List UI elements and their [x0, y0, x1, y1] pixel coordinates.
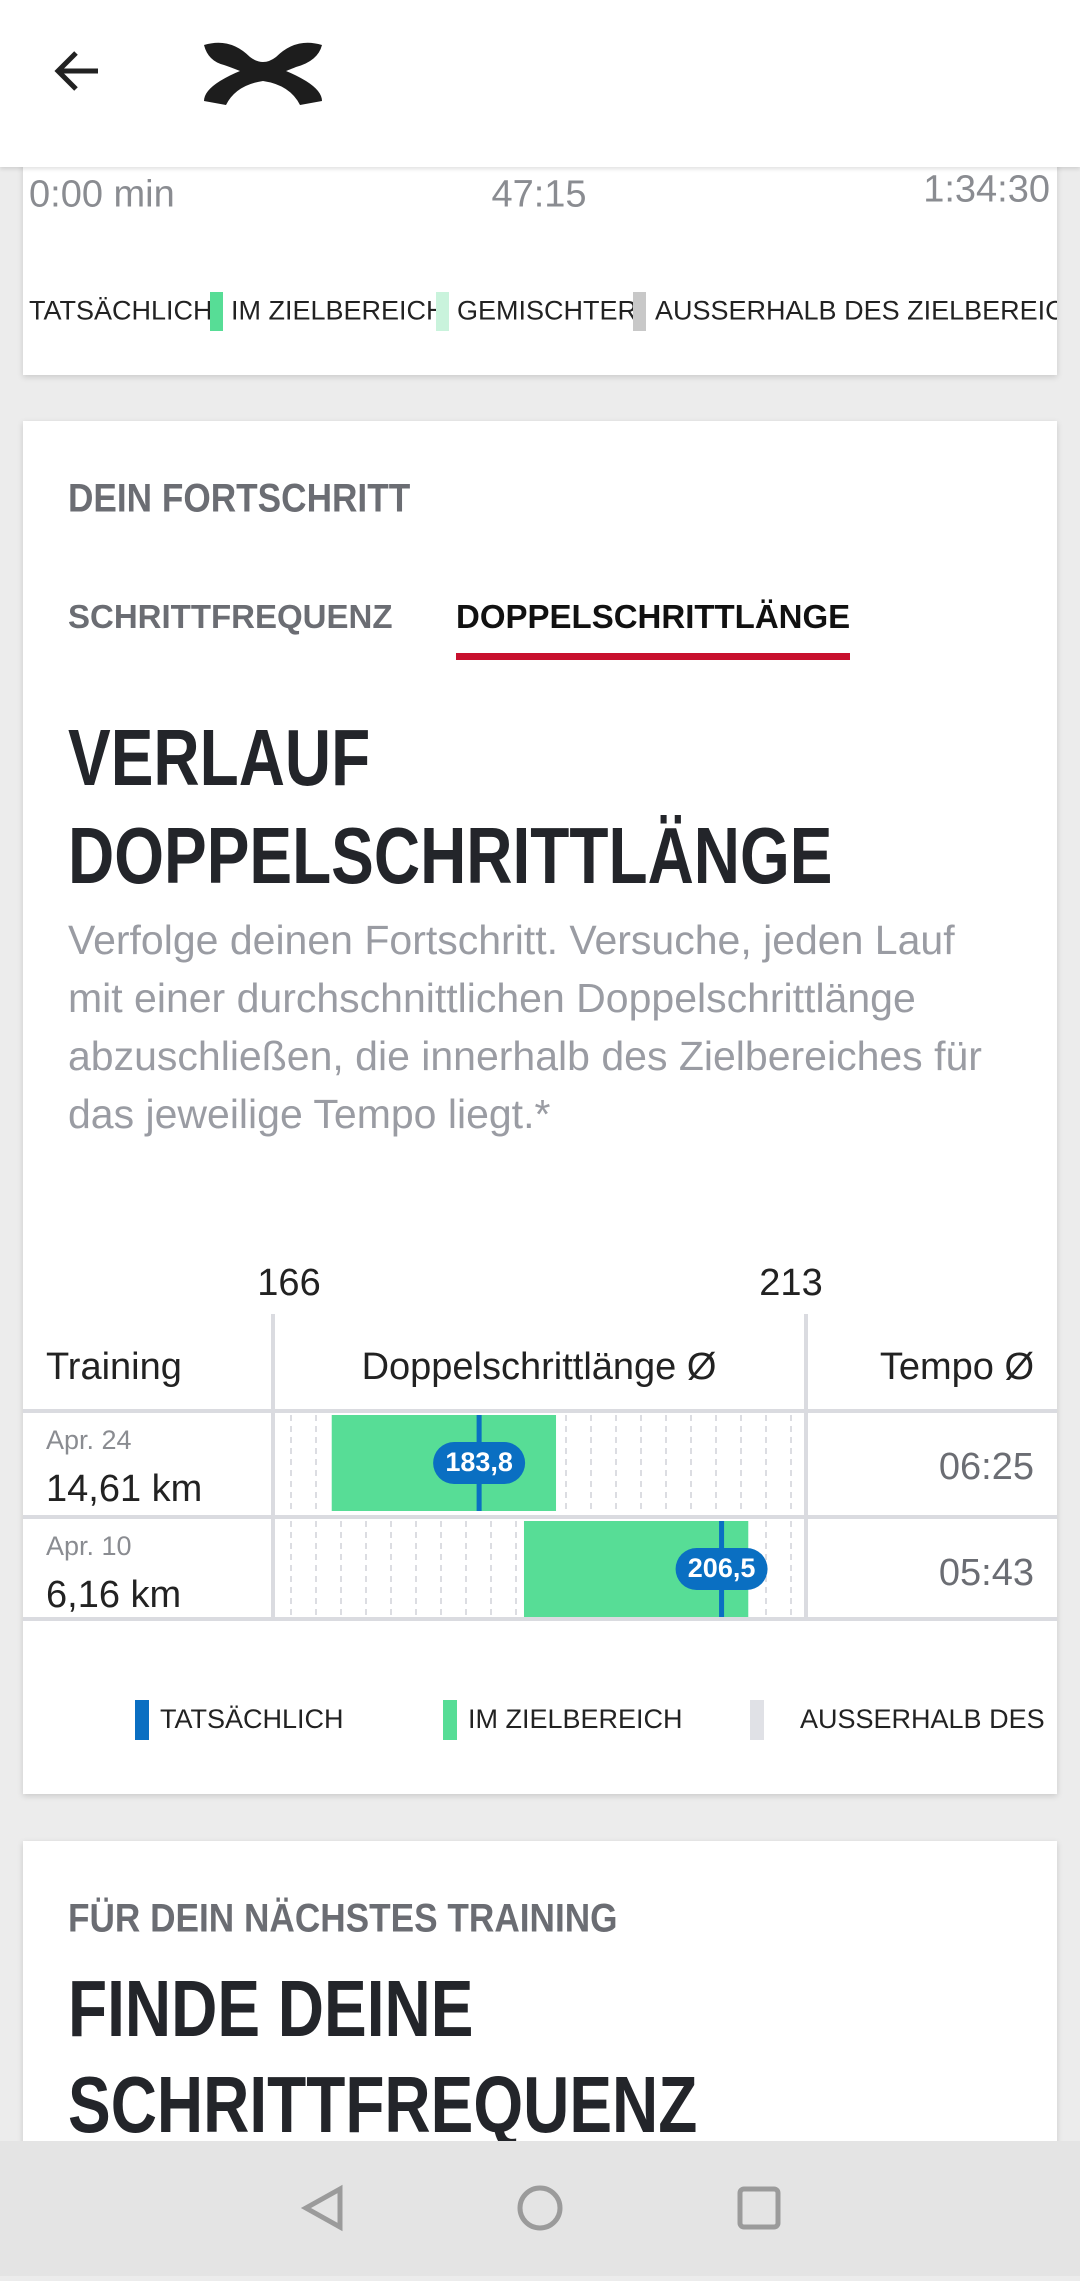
legend-label: TATSÄCHLICH [29, 295, 213, 326]
legend-label: GEMISCHTER [457, 295, 638, 326]
legend-label: IM ZIELBEREICH [231, 295, 446, 326]
tab[interactable]: DOPPELSCHRITTLÄNGE [456, 598, 851, 635]
section-title: FÜR DEIN NÄCHSTES TRAINING [68, 1896, 618, 1941]
row-pace: 06:25 [939, 1446, 1034, 1488]
row-distance: 14,61 km [46, 1468, 202, 1510]
value-label: 183,8 [445, 1447, 513, 1477]
nav-bar [0, 2141, 1080, 2276]
brand-logo [204, 42, 322, 105]
row-distance: 6,16 km [46, 1574, 181, 1616]
nav-back[interactable] [300, 2184, 343, 2232]
scale-label: 166 [257, 1262, 320, 1304]
row-date: Apr. 24 [46, 1425, 132, 1455]
heading: VERLAUF [68, 713, 371, 802]
stride-chart: 166 213 Training Doppelschrittlänge Ø Tempo … [23, 1262, 1057, 1740]
legend-label: TATSÄCHLICH [160, 1704, 344, 1734]
nav-icons [300, 2184, 781, 2232]
nav-home[interactable] [517, 2185, 563, 2231]
heading: SCHRITTFREQUENZ [68, 2060, 698, 2149]
row-date: Apr. 10 [46, 1531, 132, 1561]
value-label: 206,5 [688, 1553, 756, 1583]
legend-swatch [210, 292, 223, 331]
row-pace: 05:43 [939, 1552, 1034, 1594]
legend-swatch [750, 1700, 764, 1740]
heading: DOPPELSCHRITTLÄNGE [68, 811, 833, 900]
legend-swatch [135, 1700, 149, 1740]
description: Verfolge deinen Fortschritt. Versuche, j… [68, 917, 982, 1137]
column-header: Training [46, 1346, 182, 1388]
legend-label: AUSSERHALB DES [800, 1704, 1045, 1734]
section-title: DEIN FORTSCHRITT [68, 476, 411, 521]
heading: FINDE DEINE [68, 1964, 474, 2053]
value-bubble [675, 1548, 768, 1590]
legend-swatch [436, 292, 449, 331]
scale-label: 213 [759, 1262, 822, 1304]
time-label: 1:34:30 [923, 168, 1050, 211]
top-bar [0, 0, 1080, 167]
back-button[interactable] [48, 41, 108, 101]
column-header: Tempo Ø [880, 1346, 1034, 1388]
legend-label: AUSSERHALB DES ZIELBEREICH [655, 295, 1057, 326]
time-label: 0:00 min [29, 173, 175, 216]
tab[interactable]: SCHRITTFREQUENZ [68, 598, 393, 635]
nav-recent[interactable] [737, 2186, 781, 2230]
legend-label: IM ZIELBEREICH [468, 1704, 683, 1734]
legend-swatch [633, 292, 646, 331]
time-label: 47:15 [491, 173, 587, 216]
legend-swatch [443, 1700, 457, 1740]
tab-underline [456, 653, 850, 660]
column-header: Doppelschrittlänge Ø [362, 1346, 717, 1388]
value-bubble [433, 1442, 526, 1484]
pace-card: 0:00 min 47:15 1:34:30 TATSÄCHLICH IM ZI… [23, 150, 1057, 375]
